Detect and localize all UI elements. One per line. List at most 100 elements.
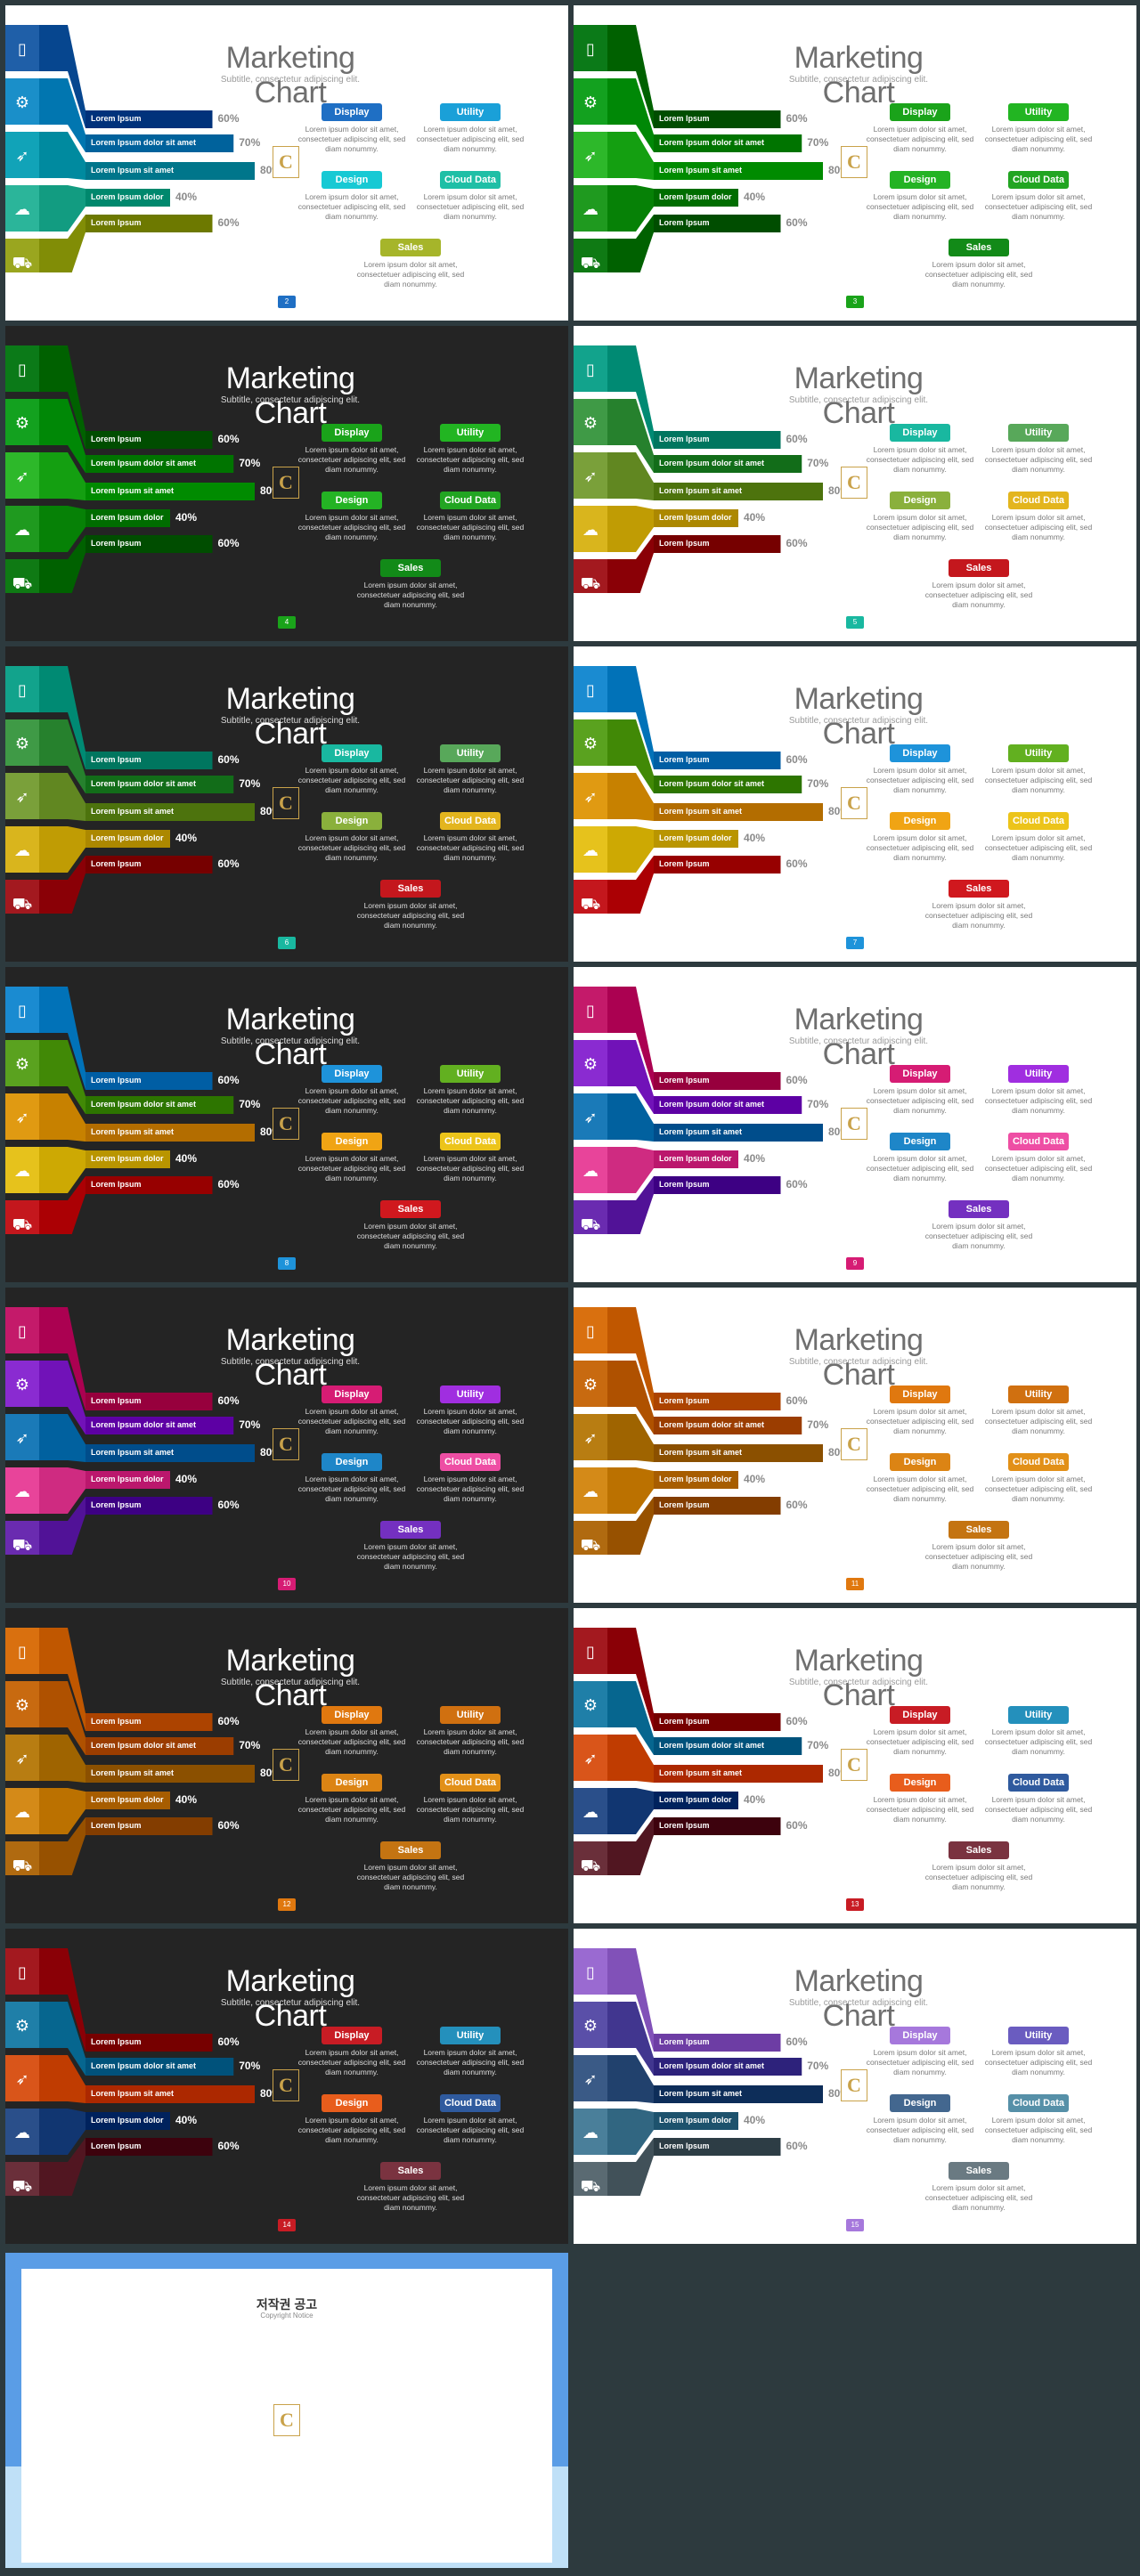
- icon-block: [5, 1948, 39, 1995]
- cloud-icon: ☁: [582, 841, 598, 860]
- brand-logo: C: [841, 2069, 867, 2101]
- category-description: Lorem ipsum dolor sit amet, consectetuer…: [297, 833, 406, 862]
- bar: [86, 1713, 213, 1731]
- bar-label: Lorem Ipsum: [659, 859, 710, 868]
- slide: Marketing Chart Subtitle, consectetur adi…: [574, 646, 1136, 962]
- category-description: Lorem ipsum dolor sit amet, consectetuer…: [416, 445, 525, 474]
- rocket-icon: ➶: [583, 467, 597, 486]
- category-description: Lorem ipsum dolor sit amet, consectetuer…: [866, 1154, 974, 1182]
- category-tag: Cloud Data: [440, 812, 501, 830]
- page-number: 12: [278, 1898, 296, 1911]
- icon-block: [574, 1681, 607, 1727]
- bar: [654, 803, 823, 821]
- funnel-ribbon: [39, 1497, 86, 1555]
- icon-block: [5, 987, 39, 1033]
- category-description: Lorem ipsum dolor sit amet, consectetuer…: [297, 1475, 406, 1503]
- funnel-ribbon: [39, 185, 86, 232]
- page-number: 14: [278, 2219, 296, 2231]
- icon-block: [5, 1414, 39, 1460]
- bar: [86, 1444, 255, 1462]
- bar-label: Lorem Ipsum: [91, 755, 142, 764]
- slide-subtitle: Subtitle, consectetur adipiscing elit.: [220, 395, 361, 405]
- bar-label: Lorem Ipsum sit amet: [91, 2089, 175, 2098]
- bar: [86, 2058, 234, 2076]
- funnel-ribbon: [39, 1147, 86, 1193]
- funnel-ribbon: [39, 826, 86, 873]
- bar: [86, 1765, 255, 1783]
- funnel-ribbon: [607, 1176, 654, 1234]
- category-description: Lorem ipsum dolor sit amet, consectetuer…: [866, 1475, 974, 1503]
- funnel-ribbon: [39, 1628, 86, 1731]
- bar-percent: 60%: [786, 1819, 808, 1832]
- bar-percent: 60%: [217, 1178, 240, 1190]
- bar-percent: 60%: [217, 2140, 240, 2152]
- bar: [654, 431, 781, 449]
- tablet-icon: ▯: [18, 1963, 27, 1982]
- bar: [86, 134, 234, 152]
- bar-percent: 60%: [786, 216, 808, 229]
- bar-label: Lorem Ipsum dolor: [91, 833, 164, 842]
- funnel-graphic: ▯ ⚙ ➶ ☁ ⛟: [5, 666, 255, 914]
- icon-block: [574, 1948, 607, 1995]
- cloud-icon: ☁: [14, 200, 30, 219]
- icon-block: [574, 1414, 607, 1460]
- icon-block: [574, 719, 607, 766]
- category-description: Lorem ipsum dolor sit amet, consectetuer…: [356, 1863, 465, 1891]
- funnel-ribbon: [607, 666, 654, 769]
- bar-label: Lorem Ipsum: [91, 539, 142, 548]
- icon-block: [5, 826, 39, 873]
- funnel-ribbon: [39, 1467, 86, 1514]
- slide-subtitle: Subtitle, consectetur adipiscing elit.: [788, 395, 929, 405]
- category-tag: Cloud Data: [1008, 1453, 1069, 1471]
- icon-block: [574, 1628, 607, 1674]
- category-tag: Cloud Data: [440, 1453, 501, 1471]
- cart-icon: ⛟: [12, 574, 33, 593]
- funnel-ribbon: [39, 535, 86, 593]
- funnel-ribbon: [607, 452, 654, 500]
- cloud-icon: ☁: [14, 2124, 30, 2142]
- category-tag: Sales: [380, 2162, 441, 2180]
- category-tag: Design: [322, 1453, 382, 1471]
- category-description: Lorem ipsum dolor sit amet, consectetuer…: [866, 2116, 974, 2144]
- bar-label: Lorem Ipsum: [659, 1076, 710, 1085]
- cart-icon: ⛟: [581, 895, 601, 914]
- bar-label: Lorem Ipsum dolor sit amet: [659, 1420, 765, 1429]
- cart-icon: ⛟: [581, 254, 601, 272]
- slide-title: Marketing Chart: [794, 41, 924, 110]
- bar-label: Lorem Ipsum dolor sit amet: [91, 138, 197, 147]
- icon-block: [5, 25, 39, 71]
- bar: [86, 2112, 170, 2130]
- category-description: Lorem ipsum dolor sit amet, consectetuer…: [297, 766, 406, 794]
- cart-icon: ⛟: [581, 574, 601, 593]
- slide: Marketing Chart Subtitle, consectetur adi…: [574, 5, 1136, 321]
- category-description: Lorem ipsum dolor sit amet, consectetuer…: [984, 833, 1093, 862]
- bar-percent: 70%: [807, 777, 829, 790]
- slide-title: Marketing Chart: [794, 1644, 924, 1712]
- bar-percent: 40%: [175, 191, 198, 203]
- funnel-ribbon: [39, 452, 86, 500]
- icon-block: [574, 1147, 607, 1193]
- category-tag: Design: [322, 812, 382, 830]
- funnel-ribbon: [607, 1307, 654, 1410]
- bar-label: Lorem Ipsum dolor: [91, 1795, 164, 1804]
- category-tag: Utility: [1008, 744, 1069, 762]
- bar: [654, 1444, 823, 1462]
- category-description: Lorem ipsum dolor sit amet, consectetuer…: [356, 901, 465, 930]
- category-description: Lorem ipsum dolor sit amet, consectetuer…: [866, 766, 974, 794]
- bar: [654, 1471, 738, 1489]
- category-tag: Sales: [949, 1521, 1009, 1539]
- icon-block: [574, 239, 607, 272]
- cart-icon: ⛟: [581, 1536, 601, 1555]
- funnel-ribbon: [607, 132, 654, 180]
- category-description: Lorem ipsum dolor sit amet, consectetuer…: [356, 581, 465, 609]
- tablet-icon: ▯: [586, 1002, 595, 1020]
- category-tag: Utility: [440, 103, 501, 121]
- bar-percent: 40%: [744, 191, 766, 203]
- bar-percent: 60%: [217, 1074, 240, 1086]
- category-description: Lorem ipsum dolor sit amet, consectetuer…: [984, 1795, 1093, 1824]
- bar-label: Lorem Ipsum sit amet: [91, 1768, 175, 1777]
- bar-label: Lorem Ipsum: [91, 1821, 142, 1830]
- bar: [654, 483, 823, 500]
- funnel-graphic: ▯ ⚙ ➶ ☁ ⛟: [574, 1628, 823, 1875]
- bar-label: Lorem Ipsum dolor sit amet: [659, 138, 765, 147]
